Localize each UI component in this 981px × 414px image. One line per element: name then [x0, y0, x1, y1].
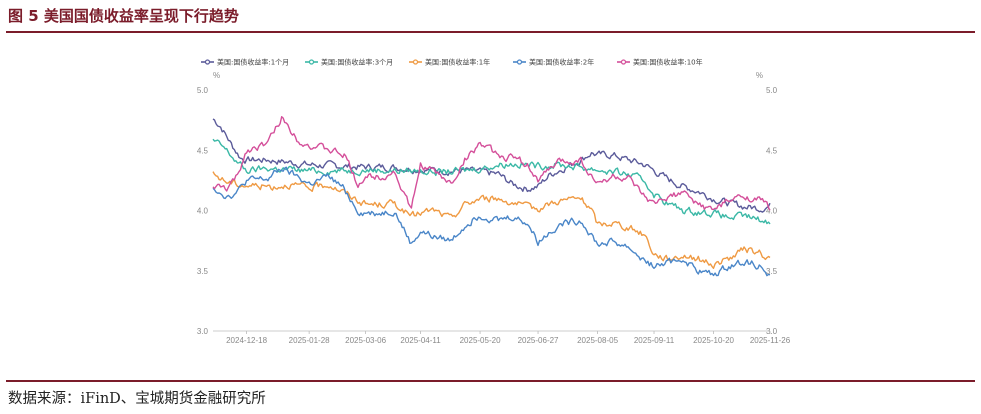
y-tick-label-right: 5.0 [766, 86, 778, 95]
x-tick-label: 2025-09-11 [634, 336, 675, 345]
y-tick-label-left: 4.0 [197, 207, 209, 216]
x-tick-label: 2025-01-28 [289, 336, 330, 345]
x-tick-label: 2025-10-20 [693, 336, 734, 345]
legend-label: 美国:国债收益率:10年 [633, 58, 703, 67]
series-group [212, 116, 771, 277]
legend-label: 美国:国债收益率:2年 [529, 58, 594, 67]
legend-marker [308, 59, 315, 65]
data-source: 数据来源：iFinD、宝城期货金融研究所 [8, 391, 266, 407]
y-tick-label-right: 4.5 [766, 146, 778, 155]
x-tick-label: 2025-03-06 [345, 336, 386, 345]
figure-title: 图 5 美国国债收益率呈现下行趋势 [8, 7, 239, 25]
x-tick-label: 2025-11-26 [750, 336, 791, 345]
legend-marker [204, 59, 211, 65]
y-axis-right: 5.0 4.5 4.0 3.5 3.0 [766, 86, 778, 336]
y-tick-label-right: 3.0 [766, 327, 778, 336]
legend: 美国:国债收益率:1个月 美国:国债收益率:3个月 美国:国债收益率:1年 美国:国债… [201, 58, 703, 67]
y-tick-label-left: 4.5 [197, 146, 209, 155]
title-rule [6, 31, 975, 33]
series-line-2 [212, 171, 771, 269]
series-line-3 [212, 166, 771, 277]
legend-marker [412, 59, 419, 65]
x-tick-label: 2025-08-05 [577, 336, 618, 345]
x-axis: 2024-12-18 2025-01-28 2025-03-06 2025-04-11… [226, 331, 791, 345]
y-tick-label-left: 5.0 [197, 86, 209, 95]
y-tick-label-left: 3.0 [197, 327, 209, 336]
y-tick-label-left: 3.5 [197, 267, 209, 276]
y-axis-label-left: % [213, 71, 220, 80]
legend-label: 美国:国债收益率:1个月 [217, 58, 289, 67]
x-tick-label: 2024-12-18 [226, 336, 267, 345]
y-axis-left: 5.0 4.5 4.0 3.5 3.0 [197, 86, 209, 336]
x-tick-label: 2025-04-11 [400, 336, 441, 345]
y-axis-label-right: % [756, 71, 763, 80]
y-tick-label-right: 3.5 [766, 267, 778, 276]
x-tick-label: 2025-05-20 [460, 336, 501, 345]
x-tick-label: 2025-06-27 [518, 336, 559, 345]
legend-label: 美国:国债收益率:3个月 [321, 58, 393, 67]
series-line-1 [212, 138, 771, 225]
legend-label: 美国:国债收益率:1年 [425, 58, 490, 67]
legend-marker [516, 59, 523, 65]
legend-marker [620, 59, 627, 65]
y-tick-label-right: 4.0 [766, 207, 778, 216]
series-line-4 [212, 116, 771, 211]
source-rule [6, 380, 975, 382]
yield-line-chart: 美国:国债收益率:1个月 美国:国债收益率:3个月 美国:国债收益率:1年 美国:国债… [197, 58, 791, 346]
series-line-0 [212, 118, 771, 213]
